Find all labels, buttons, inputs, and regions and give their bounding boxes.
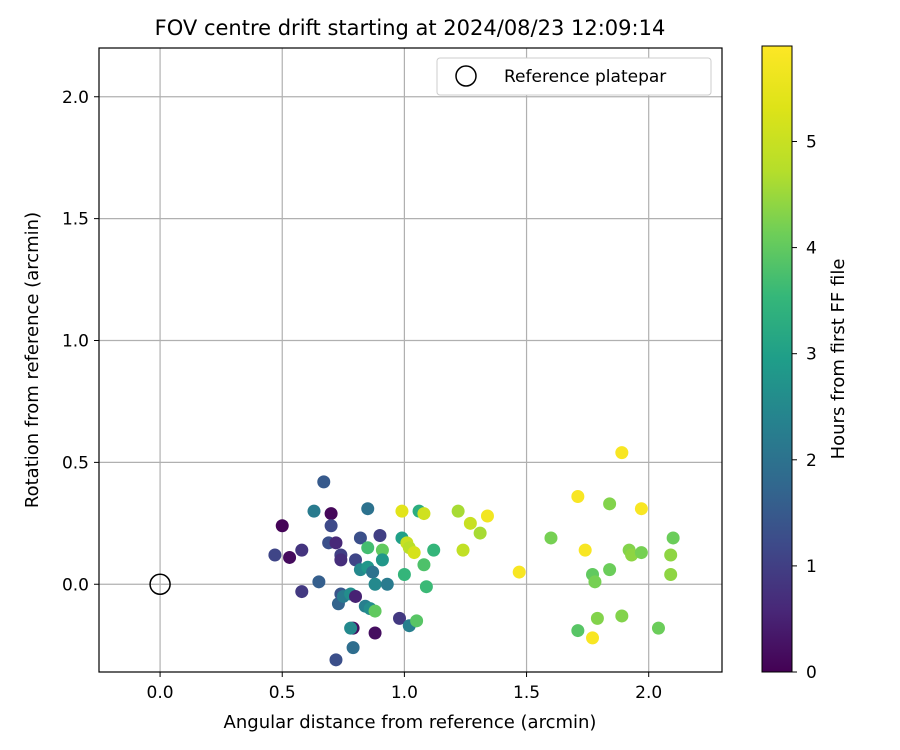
colorbar: 0 1 2 3 4 5 Hours from first FF file bbox=[761, 45, 849, 683]
data-point-72 bbox=[625, 548, 639, 562]
colorbar-tick-label-5: 5 bbox=[806, 132, 817, 152]
data-point-22 bbox=[349, 553, 363, 567]
colorbar-tick-label-2: 2 bbox=[806, 451, 817, 471]
data-point-5 bbox=[307, 504, 321, 518]
colorbar-tick-label-3: 3 bbox=[806, 345, 817, 365]
colorbar-tick-label-0: 0 bbox=[806, 663, 817, 683]
data-point-2 bbox=[268, 548, 282, 562]
data-point-34 bbox=[368, 577, 382, 591]
x-tick-label-1: 0.5 bbox=[269, 683, 296, 703]
data-point-59 bbox=[544, 531, 558, 545]
data-point-61 bbox=[571, 490, 585, 503]
x-tick-label-0: 0.0 bbox=[147, 683, 174, 703]
data-point-52 bbox=[427, 543, 441, 557]
data-point-39 bbox=[393, 611, 407, 625]
legend-box bbox=[436, 57, 712, 96]
reference-marker-layer bbox=[149, 573, 171, 595]
x-tick-label-4: 2.0 bbox=[635, 683, 662, 703]
data-point-78 bbox=[666, 531, 680, 545]
data-point-70 bbox=[615, 609, 629, 623]
plot-frame bbox=[98, 47, 723, 673]
legend: Reference platepar bbox=[436, 57, 712, 96]
data-point-46 bbox=[407, 546, 421, 560]
data-point-41 bbox=[395, 504, 409, 518]
y-axis-label: Rotation from reference (arcmin) bbox=[22, 212, 43, 508]
data-point-28 bbox=[361, 502, 375, 516]
data-point-76 bbox=[664, 568, 678, 581]
colorbar-label: Hours from first FF file bbox=[828, 259, 849, 460]
x-tick-label-2: 1.0 bbox=[391, 683, 418, 703]
data-point-3 bbox=[295, 543, 309, 557]
grid-lines bbox=[99, 48, 722, 672]
data-point-53 bbox=[451, 504, 465, 518]
data-point-69 bbox=[615, 446, 629, 460]
legend-label-reference: Reference platepar bbox=[504, 67, 666, 87]
data-point-65 bbox=[588, 575, 602, 589]
data-point-4 bbox=[295, 585, 309, 599]
data-point-36 bbox=[375, 543, 389, 557]
data-point-17 bbox=[329, 653, 343, 667]
data-point-73 bbox=[634, 502, 648, 516]
colorbar-gradient bbox=[761, 45, 793, 673]
data-point-29 bbox=[361, 541, 375, 555]
data-point-77 bbox=[664, 548, 678, 562]
data-point-55 bbox=[463, 516, 477, 530]
legend-marker-reference bbox=[455, 65, 477, 87]
data-point-38 bbox=[380, 577, 394, 591]
colorbar-tick-label-4: 4 bbox=[806, 239, 817, 259]
data-point-54 bbox=[456, 543, 470, 557]
y-tick-label-4: 2.0 bbox=[62, 88, 89, 108]
data-point-11 bbox=[329, 536, 343, 550]
data-point-49 bbox=[417, 507, 431, 521]
data-point-74 bbox=[634, 546, 648, 560]
data-point-62 bbox=[578, 543, 592, 557]
data-point-7 bbox=[324, 507, 338, 521]
data-point-0 bbox=[275, 519, 289, 533]
y-tick-label-2: 1.0 bbox=[62, 332, 89, 352]
data-point-21 bbox=[346, 641, 360, 655]
y-tick-label-3: 1.5 bbox=[62, 210, 89, 230]
data-point-37 bbox=[375, 553, 389, 567]
data-point-57 bbox=[480, 509, 494, 523]
data-point-63 bbox=[586, 631, 600, 645]
data-point-1 bbox=[283, 550, 297, 564]
data-point-33 bbox=[368, 604, 382, 618]
scatter-points bbox=[268, 446, 680, 667]
data-point-42 bbox=[397, 568, 411, 581]
colorbar-ticks: 0 1 2 3 4 5 bbox=[792, 132, 817, 683]
data-point-35 bbox=[373, 529, 387, 542]
data-point-13 bbox=[334, 553, 348, 567]
data-point-67 bbox=[603, 497, 617, 511]
chart-title: FOV centre drift starting at 2024/08/23 … bbox=[155, 16, 666, 40]
data-point-9 bbox=[312, 575, 326, 589]
data-point-23 bbox=[349, 589, 363, 603]
data-point-51 bbox=[419, 580, 433, 594]
data-point-31 bbox=[366, 565, 380, 579]
data-point-20 bbox=[344, 621, 358, 635]
data-point-56 bbox=[473, 526, 487, 540]
y-tick-label-0: 0.0 bbox=[62, 575, 89, 595]
data-point-6 bbox=[317, 475, 331, 489]
data-point-8 bbox=[324, 519, 338, 533]
x-axis-label: Angular distance from reference (arcmin) bbox=[224, 712, 597, 733]
data-point-75 bbox=[651, 621, 665, 635]
data-point-58 bbox=[512, 565, 526, 579]
x-axis-ticks: 0.0 0.5 1.0 1.5 2.0 bbox=[147, 672, 662, 703]
data-point-32 bbox=[368, 626, 382, 640]
data-point-60 bbox=[571, 624, 585, 638]
reference-platepar-marker bbox=[149, 573, 171, 595]
data-point-66 bbox=[590, 611, 604, 625]
x-tick-label-3: 1.5 bbox=[513, 683, 540, 703]
colorbar-tick-label-1: 1 bbox=[806, 557, 817, 577]
y-axis-ticks: 0.0 0.5 1.0 1.5 2.0 bbox=[62, 88, 99, 595]
data-point-47 bbox=[410, 614, 424, 628]
y-tick-label-1: 0.5 bbox=[62, 453, 89, 473]
data-point-50 bbox=[417, 558, 431, 572]
data-point-24 bbox=[353, 531, 367, 545]
data-point-68 bbox=[603, 563, 617, 577]
